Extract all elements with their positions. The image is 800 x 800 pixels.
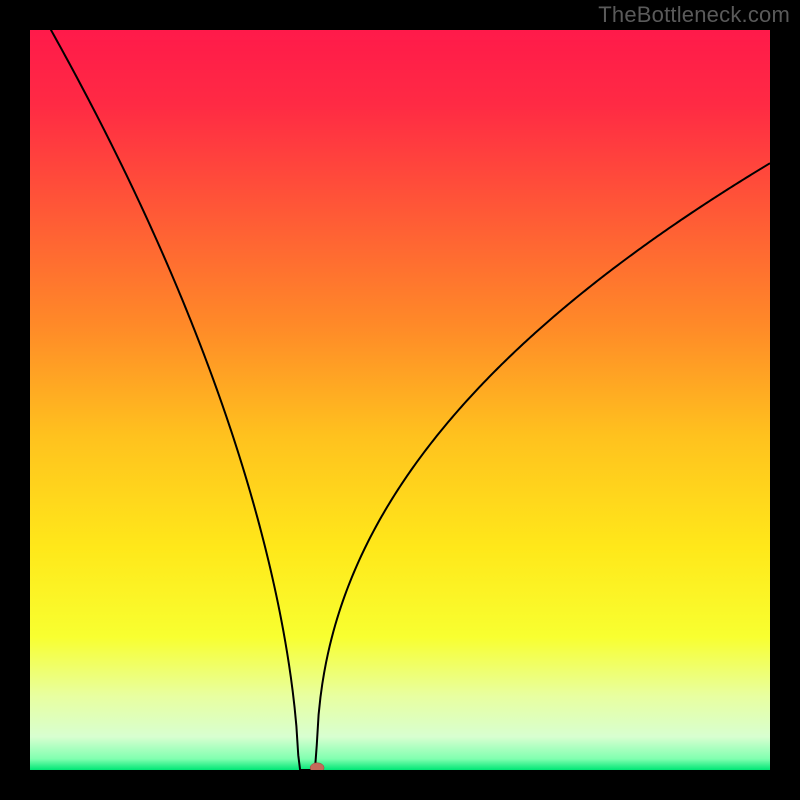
chart-frame: TheBottleneck.com [0, 0, 800, 800]
bottleneck-curve [30, 30, 770, 770]
curve-path [30, 30, 770, 770]
optimum-marker [310, 763, 324, 770]
watermark-label: TheBottleneck.com [598, 2, 790, 28]
plot-area [30, 30, 770, 770]
